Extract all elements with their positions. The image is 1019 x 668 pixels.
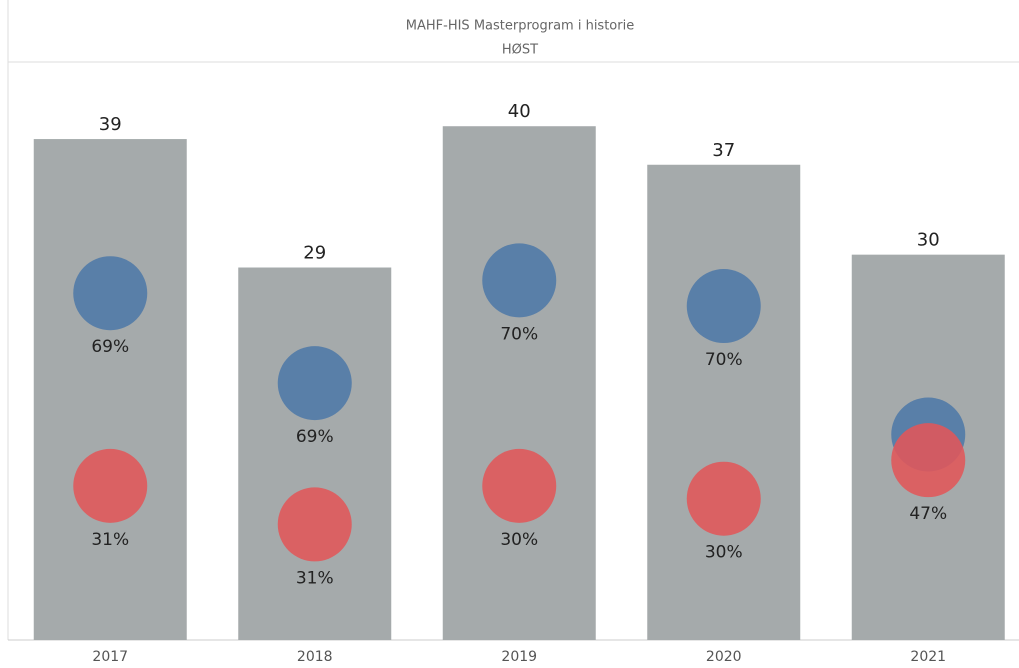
share-circle bbox=[482, 448, 557, 523]
x-tick-label: 2019 bbox=[501, 649, 537, 664]
percent-label: 31% bbox=[91, 530, 129, 550]
share-circle bbox=[277, 487, 352, 562]
bar bbox=[442, 126, 596, 640]
bar-value-label: 30 bbox=[917, 230, 940, 251]
share-circle bbox=[686, 461, 761, 536]
percent-label: 69% bbox=[91, 337, 129, 357]
share-circle bbox=[73, 448, 148, 523]
chart-subtitle: HØST bbox=[502, 43, 538, 58]
share-circle bbox=[277, 346, 352, 421]
percent-label: 30% bbox=[705, 543, 743, 563]
share-circle bbox=[891, 423, 966, 498]
bar-value-label: 29 bbox=[303, 243, 326, 264]
share-circle bbox=[686, 269, 761, 344]
percent-label: 70% bbox=[705, 350, 743, 370]
percent-label: 47% bbox=[909, 504, 947, 524]
bar bbox=[238, 267, 392, 640]
percent-label: 69% bbox=[296, 427, 334, 447]
percent-label: 31% bbox=[296, 568, 334, 588]
chart-title: MAHF-HIS Masterprogram i historie bbox=[406, 19, 634, 34]
bar-value-label: 40 bbox=[508, 101, 531, 122]
bar bbox=[647, 164, 801, 640]
percent-label: 30% bbox=[500, 530, 538, 550]
share-circle bbox=[73, 256, 148, 331]
x-tick-label: 2017 bbox=[92, 649, 128, 664]
x-tick-label: 2018 bbox=[297, 649, 333, 664]
share-circle bbox=[482, 243, 557, 318]
bar-value-label: 39 bbox=[99, 114, 122, 135]
percent-label: 70% bbox=[500, 324, 538, 344]
bar bbox=[33, 139, 187, 641]
x-tick-label: 2020 bbox=[706, 649, 742, 664]
bar-value-label: 37 bbox=[712, 140, 735, 161]
x-tick-label: 2021 bbox=[910, 649, 946, 664]
